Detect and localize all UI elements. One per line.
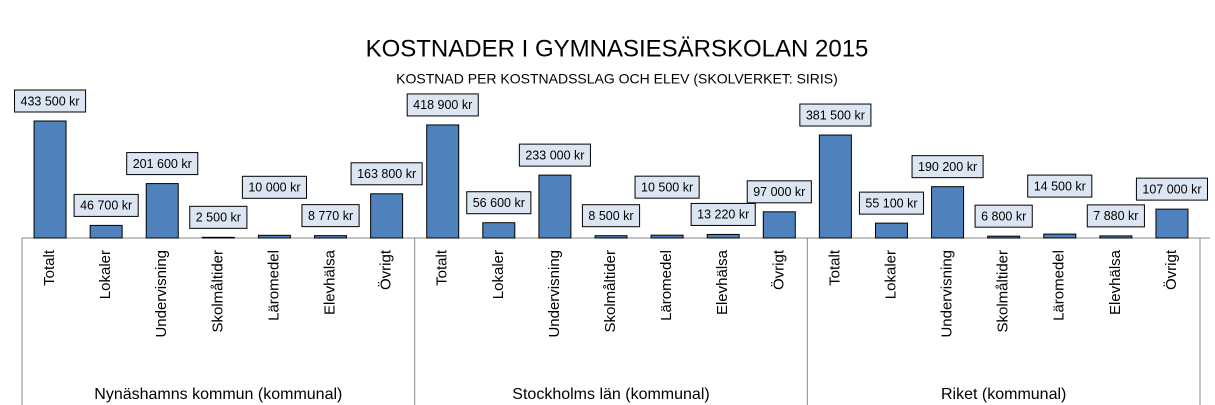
bar (650, 234, 684, 239)
value-label: 2 500 kr (196, 211, 241, 225)
x-tick-label: Undervisning (153, 250, 170, 338)
bar (145, 183, 179, 239)
value-label-box (466, 191, 532, 215)
bar (594, 235, 628, 239)
x-tick-label: Totalt (434, 249, 451, 286)
value-label-box (974, 204, 1033, 228)
value-label: 7 880 kr (1093, 209, 1138, 223)
bar (987, 235, 1021, 239)
bar (762, 211, 796, 239)
value-label-box (581, 204, 641, 228)
x-tick-label: Undervisning (546, 250, 563, 338)
value-label-box (301, 204, 360, 228)
x-tick-label: Övrigt (1162, 249, 1180, 290)
bar (482, 222, 516, 239)
x-tick-label: Lokaler (882, 250, 899, 299)
bar (426, 124, 460, 239)
bar (33, 120, 67, 239)
x-tick-label: Lokaler (97, 250, 114, 299)
value-label-box (634, 175, 700, 199)
bar (89, 224, 123, 239)
bar (1043, 233, 1077, 239)
bar (538, 174, 572, 239)
bar (931, 186, 965, 239)
bar (874, 222, 908, 239)
bar (201, 236, 235, 239)
value-label: 8 500 kr (588, 209, 633, 223)
value-label: 163 800 kr (357, 167, 416, 181)
value-label-box (14, 89, 87, 113)
bar (706, 233, 740, 239)
value-label: 418 900 kr (413, 98, 472, 112)
value-label: 201 600 kr (133, 157, 192, 171)
value-label-box (518, 143, 591, 167)
value-label-box (241, 175, 307, 199)
bar (314, 235, 348, 239)
chart-subtitle: KOSTNAD PER KOSTNADSSLAG OCH ELEV (SKOLV… (396, 71, 838, 87)
x-tick-label: Elevhälsa (321, 249, 338, 315)
x-tick-label: Läromedel (658, 250, 675, 321)
value-label-box (189, 205, 248, 229)
x-tick-label: Övrigt (769, 249, 787, 290)
x-tick-label: Skolmåltider (995, 250, 1012, 333)
value-label: 233 000 kr (525, 148, 584, 162)
value-label: 8 770 kr (308, 209, 353, 223)
value-label: 107 000 kr (1142, 182, 1201, 196)
value-label: 10 000 kr (248, 181, 300, 195)
x-tick-label: Undervisning (939, 250, 956, 338)
group-label: Stockholms län (kommunal) (512, 386, 709, 403)
x-tick-label: Skolmåltider (602, 250, 619, 333)
value-label-box (799, 103, 872, 127)
x-tick-label: Läromedel (1051, 250, 1068, 321)
value-label: 13 220 kr (697, 208, 749, 222)
x-tick-label: Totalt (826, 249, 843, 286)
x-tick-label: Lokaler (490, 250, 507, 299)
value-label: 6 800 kr (981, 209, 1026, 223)
value-label: 97 000 kr (753, 185, 805, 199)
value-label-box (406, 93, 479, 117)
x-tick-label: Skolmåltider (209, 250, 226, 333)
value-label: 10 500 kr (641, 180, 693, 194)
value-label: 46 700 kr (80, 199, 132, 213)
value-label-box (350, 162, 423, 186)
x-tick-label: Elevhälsa (1107, 249, 1124, 315)
value-label: 381 500 kr (806, 108, 865, 122)
value-label-box (911, 155, 984, 179)
x-tick-label: Elevhälsa (714, 249, 731, 315)
x-tick-label: Totalt (41, 249, 58, 286)
value-label-box (1027, 174, 1093, 198)
bar (370, 193, 404, 239)
group-label: Nynäshamns kommun (kommunal) (94, 386, 342, 403)
bar (1099, 235, 1133, 239)
value-label: 190 200 kr (918, 160, 977, 174)
value-label: 55 100 kr (865, 196, 917, 210)
value-label-box (126, 152, 199, 176)
value-label-box (1135, 177, 1208, 201)
value-label: 433 500 kr (21, 94, 80, 108)
chart-title: KOSTNADER I GYMNASIESÄRSKOLAN 2015 (366, 35, 869, 62)
x-tick-label: Övrigt (377, 249, 395, 290)
bar (257, 234, 291, 239)
value-label-box (1086, 204, 1145, 228)
bar (818, 134, 852, 239)
x-tick-label: Läromedel (265, 250, 282, 321)
value-label: 14 500 kr (1034, 179, 1086, 193)
group-label: Riket (kommunal) (941, 386, 1066, 403)
value-label-box (73, 193, 139, 217)
value-label: 56 600 kr (473, 196, 525, 210)
value-label-box (690, 202, 756, 226)
bar (1155, 208, 1189, 239)
value-label-box (858, 191, 925, 215)
value-label-box (746, 180, 812, 204)
